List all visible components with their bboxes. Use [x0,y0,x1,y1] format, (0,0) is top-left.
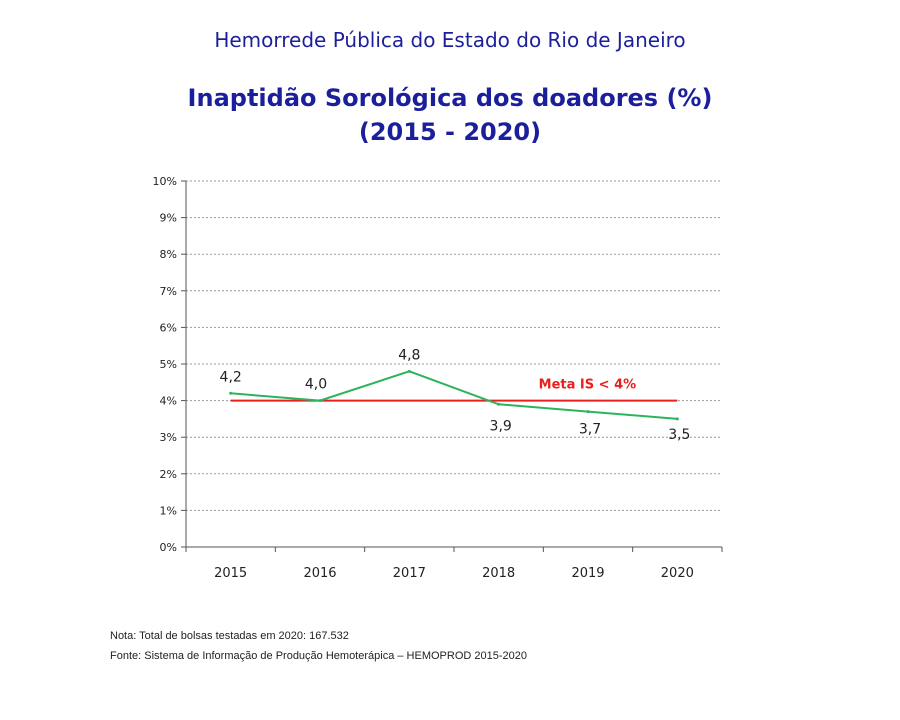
data-point [318,399,322,403]
data-label: 3,9 [490,418,512,434]
data-point [407,369,411,373]
y-tick-label: 2% [160,468,177,481]
x-tick-label: 2018 [482,566,515,581]
line-chart: 0% 1% 2% 3% 4% 5% 6% 7% 8% 9% 10% 2015 2016 2017 2018 2… [153,175,723,581]
y-tick-label: 5% [160,358,177,371]
data-label: 3,7 [579,422,601,438]
data-point [586,410,590,414]
chart-subtitle: (2015 - 2020) [358,118,542,146]
x-tick-label: 2020 [661,566,694,581]
y-tick-label: 0% [160,541,177,554]
x-tick-label: 2015 [214,566,247,581]
x-tick-label: 2017 [393,566,426,581]
y-tick-label: 9% [160,212,177,225]
data-point [497,402,501,406]
source-note: Fonte: Sistema de Informação de Produção… [110,650,527,662]
y-tick-label: 4% [160,395,177,408]
series-line [230,370,678,420]
chart-title: Inaptidão Sorológica dos doadores (%) [187,84,713,112]
data-label: 4,0 [305,377,327,393]
y-tick-label: 10% [153,175,177,188]
y-tick-label: 3% [160,431,177,444]
y-tick-label: 6% [160,321,177,334]
target-label: Meta IS < 4% [539,378,636,393]
institution-title: Hemorrede Pública do Estado do Rio de Ja… [214,28,686,52]
data-point [229,391,233,395]
y-tick-label: 8% [160,248,177,261]
data-label: 3,5 [668,427,690,443]
y-tick-label: 7% [160,285,177,298]
data-label: 4,2 [220,369,242,385]
x-tick-label: 2016 [303,566,336,581]
footnote: Nota: Total de bolsas testadas em 2020: … [110,630,349,642]
x-tick-label: 2019 [571,566,604,581]
data-label: 4,8 [398,347,420,363]
y-tick-label: 1% [160,504,177,517]
data-point [675,417,679,421]
